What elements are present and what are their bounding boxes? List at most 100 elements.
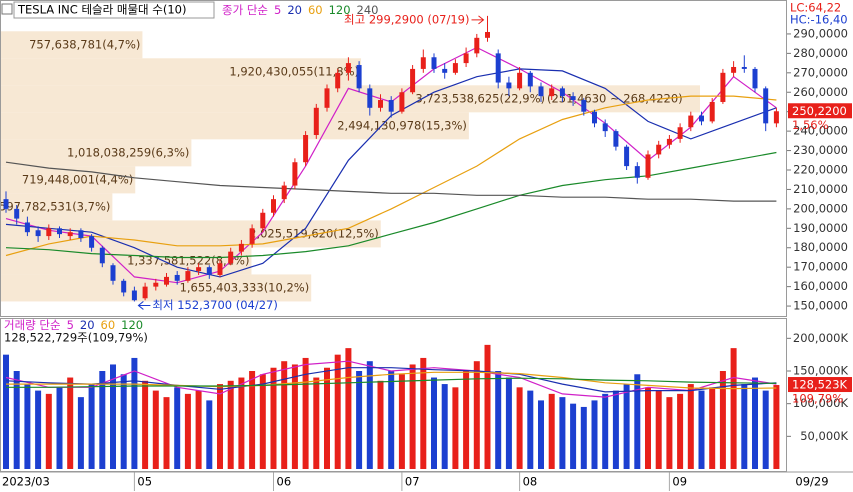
volume-profile-label: 719,448,001(4,4%) bbox=[22, 172, 133, 186]
candle-body bbox=[677, 127, 683, 139]
high-label: 최고 299,2900 (07/19) bbox=[344, 12, 469, 26]
volume-bar bbox=[270, 367, 277, 469]
candle-body bbox=[773, 111, 779, 124]
volume-bar bbox=[698, 390, 705, 469]
volume-bar bbox=[152, 390, 159, 469]
volume-bar bbox=[88, 384, 95, 469]
candle-body bbox=[24, 222, 30, 233]
candle-body bbox=[624, 146, 630, 167]
volume-bar bbox=[666, 397, 673, 469]
volume-bar bbox=[142, 380, 149, 469]
volume-bar bbox=[227, 380, 234, 469]
candle-body bbox=[431, 57, 437, 69]
y-tick-label: 170,0000 bbox=[793, 260, 848, 274]
legend-entry: 20 bbox=[80, 318, 95, 332]
candle-body bbox=[506, 82, 512, 89]
candle-body bbox=[196, 267, 202, 272]
x-tick-label: 06 bbox=[277, 475, 292, 489]
candle-body bbox=[688, 115, 694, 128]
legend: 거래량 단순 5 20 60 120 bbox=[4, 318, 143, 332]
x-tick-label: 09/29 bbox=[795, 475, 828, 489]
y-tick-label: 150,0000 bbox=[793, 299, 848, 313]
volume-bar bbox=[773, 385, 780, 469]
candle-body bbox=[281, 185, 287, 200]
legend-entry: 20 bbox=[287, 3, 302, 17]
volume-bar bbox=[516, 387, 523, 469]
candle-body bbox=[752, 68, 758, 89]
volume-profile-label: 1,018,038,259(6,3%) bbox=[67, 145, 189, 159]
volume-bar bbox=[752, 377, 758, 469]
volume-profile-bar bbox=[0, 166, 136, 194]
checkbox-icon[interactable] bbox=[1, 3, 13, 15]
volume-bar bbox=[527, 390, 534, 469]
volume-bar bbox=[13, 371, 20, 469]
candle-body bbox=[720, 72, 726, 102]
moving-average bbox=[5, 367, 777, 393]
volume-bar bbox=[495, 371, 502, 469]
candle-body bbox=[292, 162, 298, 186]
volume-bar bbox=[366, 361, 373, 469]
volume-bar bbox=[687, 384, 694, 469]
x-tick-label: 07 bbox=[405, 475, 420, 489]
candle-body bbox=[131, 290, 137, 301]
candle-body bbox=[399, 92, 405, 112]
volume-profile-range: (251,4630 ~ 268,4220) bbox=[547, 91, 683, 105]
moving-average bbox=[5, 95, 777, 257]
candle-body bbox=[324, 88, 330, 108]
candle-body bbox=[206, 267, 212, 275]
volume-bar bbox=[217, 384, 223, 469]
last-price-label: 250,2200 bbox=[792, 104, 847, 118]
candle-body bbox=[570, 96, 576, 101]
last-volume-tag bbox=[788, 377, 852, 393]
candle-body bbox=[121, 280, 127, 293]
volume-profile-label: 3,723,538,625(22,9%) bbox=[415, 91, 545, 105]
candle-body bbox=[35, 230, 41, 237]
candle-body bbox=[410, 68, 416, 93]
candle-body bbox=[495, 53, 501, 83]
volume-bar bbox=[302, 357, 309, 469]
low-label: 최저 152,3700 (04/27) bbox=[152, 298, 277, 312]
change-label: 1,56% bbox=[792, 118, 829, 132]
x-tick-label: 09 bbox=[672, 475, 687, 489]
candle-body bbox=[602, 123, 608, 132]
hc-label: HC:-16,40 bbox=[790, 13, 848, 27]
y-tick-label: 210,0000 bbox=[793, 182, 848, 196]
volume-bar bbox=[452, 387, 459, 469]
y-tick-label: 280,0000 bbox=[793, 46, 848, 60]
candle-body bbox=[228, 251, 234, 264]
y-tick-label: 100,000K bbox=[793, 396, 849, 410]
high-arrow bbox=[471, 15, 485, 25]
low-arrow bbox=[137, 301, 151, 310]
y-tick-label: 260,0000 bbox=[793, 85, 848, 99]
volume-bar bbox=[505, 377, 512, 469]
volume-bar bbox=[120, 374, 127, 469]
volume-bar bbox=[612, 390, 619, 469]
candle-body bbox=[699, 115, 704, 122]
volume-bar bbox=[24, 384, 31, 469]
volume-bar bbox=[548, 393, 555, 469]
volume-profile-bar bbox=[0, 139, 192, 167]
volume-bar bbox=[324, 367, 330, 469]
volume-bar bbox=[463, 371, 470, 469]
volume-bar bbox=[195, 390, 202, 469]
y-tick-label: 290,0000 bbox=[793, 26, 848, 40]
candle-body bbox=[356, 65, 362, 89]
volume-bar bbox=[538, 400, 544, 469]
volume-bar bbox=[99, 371, 106, 469]
volume-bar bbox=[570, 403, 577, 469]
candle-body bbox=[153, 282, 159, 287]
volume-profile-label: 2,025,519,620(12,5%) bbox=[249, 226, 379, 240]
candle-body bbox=[110, 265, 116, 281]
volume-bar bbox=[35, 390, 42, 469]
y-tick-label: 160,0000 bbox=[793, 279, 848, 293]
volume-profile-label: 597,782,531(3,7%) bbox=[0, 199, 110, 213]
last-price-tag bbox=[788, 103, 852, 119]
candle-body bbox=[709, 101, 715, 122]
candle-body bbox=[581, 100, 587, 112]
volume-bar bbox=[206, 400, 213, 469]
volume-bar bbox=[291, 364, 298, 469]
volume-profile-bar bbox=[0, 31, 143, 59]
candle-body bbox=[763, 88, 769, 124]
candle-body bbox=[260, 212, 266, 229]
